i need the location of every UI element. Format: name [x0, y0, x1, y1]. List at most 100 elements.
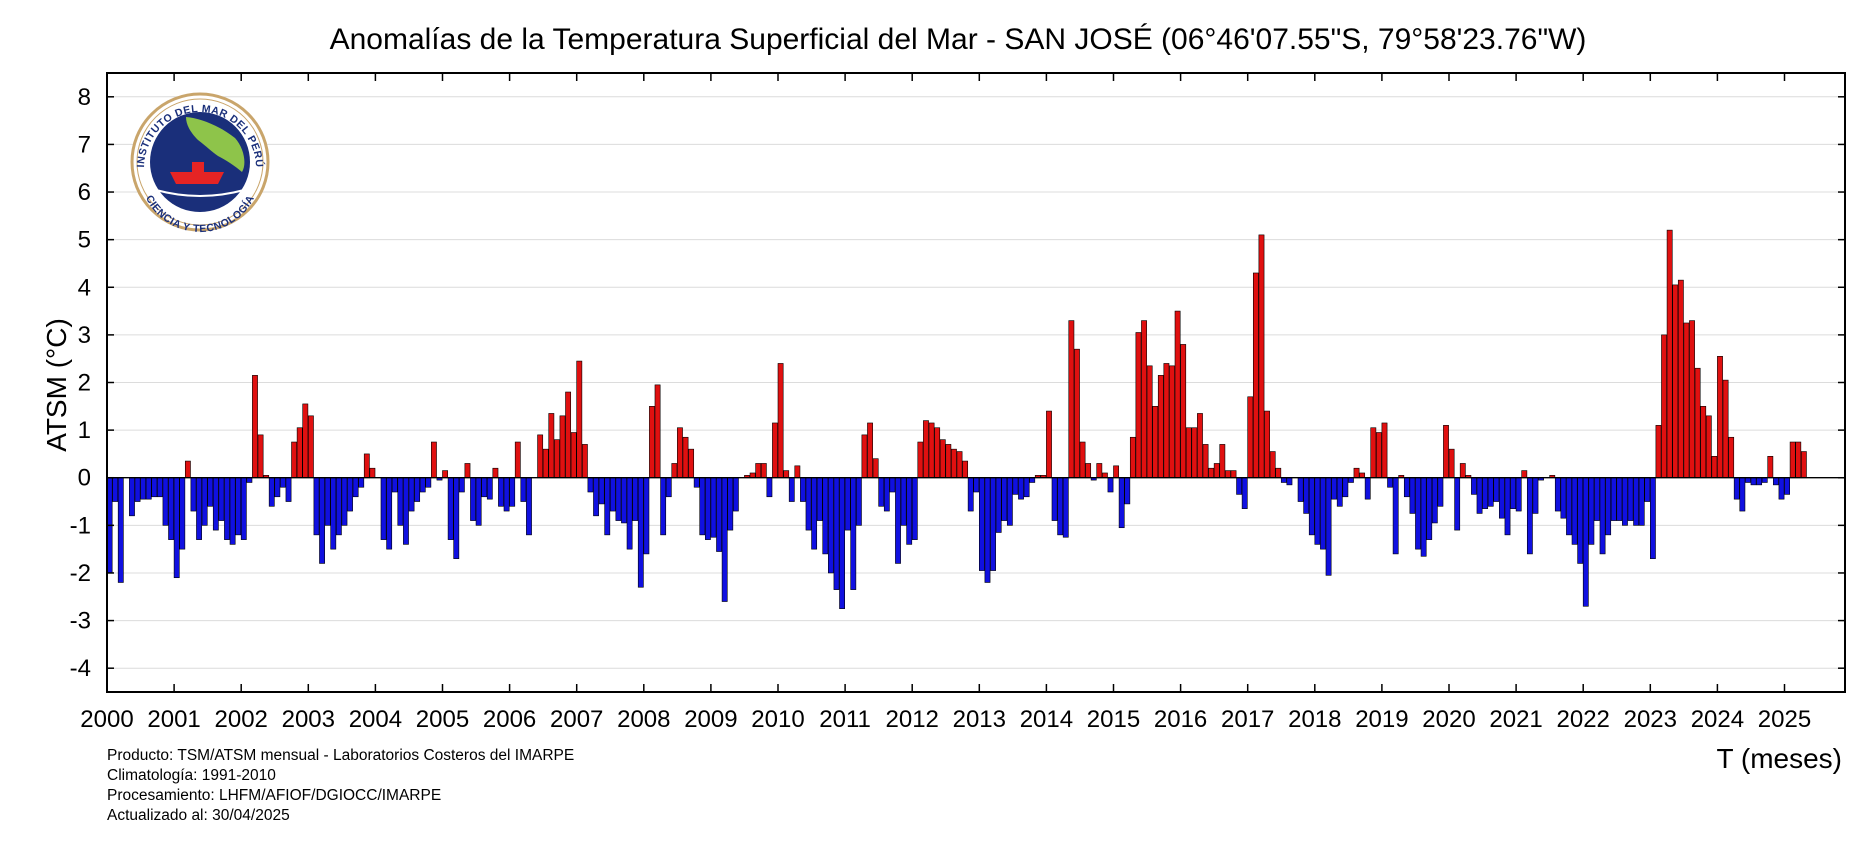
- bar: [1012, 477, 1019, 495]
- bar: [425, 477, 432, 488]
- bar: [475, 477, 482, 526]
- x-tick-label: 2019: [1355, 706, 1408, 733]
- bar: [878, 477, 885, 507]
- bar: [755, 463, 762, 479]
- x-tick-label: 2013: [953, 706, 1006, 733]
- bar: [710, 477, 717, 538]
- x-tick-label: 2021: [1489, 706, 1542, 733]
- bar: [1437, 477, 1444, 507]
- bar: [280, 477, 286, 488]
- bar: [1359, 472, 1366, 479]
- bar: [923, 420, 929, 479]
- bar: [207, 477, 214, 507]
- x-tick-label: 2018: [1288, 706, 1341, 733]
- bar: [1800, 451, 1807, 479]
- bar: [1018, 477, 1024, 500]
- bar: [1241, 477, 1248, 509]
- bar: [1163, 363, 1170, 479]
- bar: [442, 470, 448, 479]
- bar: [554, 439, 560, 479]
- bar: [358, 477, 365, 488]
- x-tick-label: 2017: [1221, 706, 1274, 733]
- logo-ship-cabin-icon: [192, 162, 204, 172]
- bar: [1258, 234, 1265, 479]
- x-tick-label: 2008: [617, 706, 670, 733]
- y-tick-label: 7: [78, 131, 91, 158]
- y-axis-label: ATSM (°C): [41, 318, 72, 452]
- bar: [677, 427, 683, 479]
- bar: [660, 477, 667, 536]
- bar: [1029, 477, 1036, 483]
- bar: [509, 477, 516, 507]
- bar: [190, 477, 197, 512]
- y-tick-label: -2: [70, 560, 91, 587]
- bar: [431, 441, 437, 479]
- bar: [1336, 477, 1343, 507]
- bar: [1046, 410, 1052, 479]
- bar: [727, 477, 734, 531]
- bar: [1085, 463, 1092, 479]
- bar: [1733, 477, 1740, 500]
- bar: [1431, 477, 1438, 524]
- x-tick-label: 2011: [819, 706, 871, 733]
- bar: [1197, 413, 1203, 479]
- bar: [397, 477, 404, 526]
- bar: [839, 477, 846, 609]
- bar: [844, 477, 851, 531]
- bar: [447, 477, 454, 540]
- bar: [1236, 477, 1243, 495]
- bar: [956, 451, 963, 479]
- bar: [1588, 477, 1595, 545]
- bar: [1001, 477, 1008, 521]
- bar: [520, 477, 527, 502]
- bar: [1392, 477, 1399, 555]
- bar: [1689, 320, 1695, 479]
- bar: [682, 436, 689, 479]
- bar: [1459, 463, 1466, 479]
- bar: [1554, 477, 1561, 512]
- bar: [212, 477, 219, 531]
- bar: [1515, 477, 1522, 512]
- bar: [1376, 432, 1382, 479]
- bar: [1280, 477, 1287, 483]
- bar: [1443, 425, 1449, 479]
- y-tick-label: 1: [78, 417, 91, 444]
- bar: [1728, 436, 1735, 479]
- bar: [800, 477, 806, 502]
- footer-notes: Producto: TSM/ATSM mensual - Laboratorio…: [107, 747, 574, 824]
- bar: [1605, 477, 1612, 536]
- x-tick-label: 2015: [1087, 706, 1140, 733]
- bar: [1739, 477, 1746, 512]
- bar: [1471, 477, 1477, 495]
- bar: [1711, 455, 1718, 479]
- bar: [867, 422, 873, 479]
- bar: [1526, 477, 1533, 555]
- bar: [637, 477, 644, 588]
- bar: [749, 472, 756, 479]
- bar: [1784, 477, 1790, 495]
- bar: [403, 477, 409, 545]
- bar: [833, 477, 840, 590]
- bar: [671, 463, 678, 479]
- footer-product: Producto: TSM/ATSM mensual - Laboratorio…: [107, 747, 574, 764]
- bar: [1141, 320, 1147, 479]
- bar: [1566, 477, 1572, 536]
- bar: [917, 441, 924, 479]
- bar: [1331, 477, 1338, 500]
- bar: [1275, 467, 1282, 479]
- bar: [889, 477, 896, 493]
- y-tick-label: 5: [78, 227, 91, 254]
- bar: [307, 415, 314, 479]
- bar: [1174, 310, 1181, 479]
- bar: [140, 477, 147, 500]
- bar: [688, 448, 695, 479]
- bar: [587, 477, 594, 493]
- bar: [1225, 470, 1231, 479]
- bar: [794, 465, 801, 479]
- bar: [151, 477, 158, 498]
- bar: [649, 406, 655, 479]
- bar: [1795, 441, 1802, 479]
- bar: [1650, 477, 1656, 559]
- bar: [453, 477, 460, 559]
- bar: [593, 477, 599, 517]
